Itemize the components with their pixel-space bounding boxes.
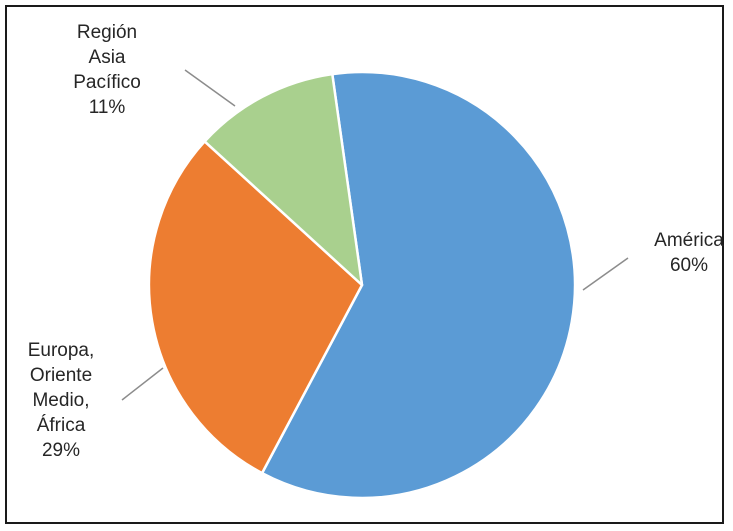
data-label: Región Asia Pacífico 11% (73, 22, 141, 118)
data-label: Europa, Oriente Medio, África 29% (28, 340, 95, 461)
leader-line (582, 257, 629, 291)
leader-line (121, 367, 164, 401)
pie-slice (260, 70, 577, 500)
data-label: América 60% (654, 230, 724, 276)
pie-slice (147, 140, 364, 475)
leader-line (184, 69, 236, 107)
pie-slice (203, 72, 364, 287)
